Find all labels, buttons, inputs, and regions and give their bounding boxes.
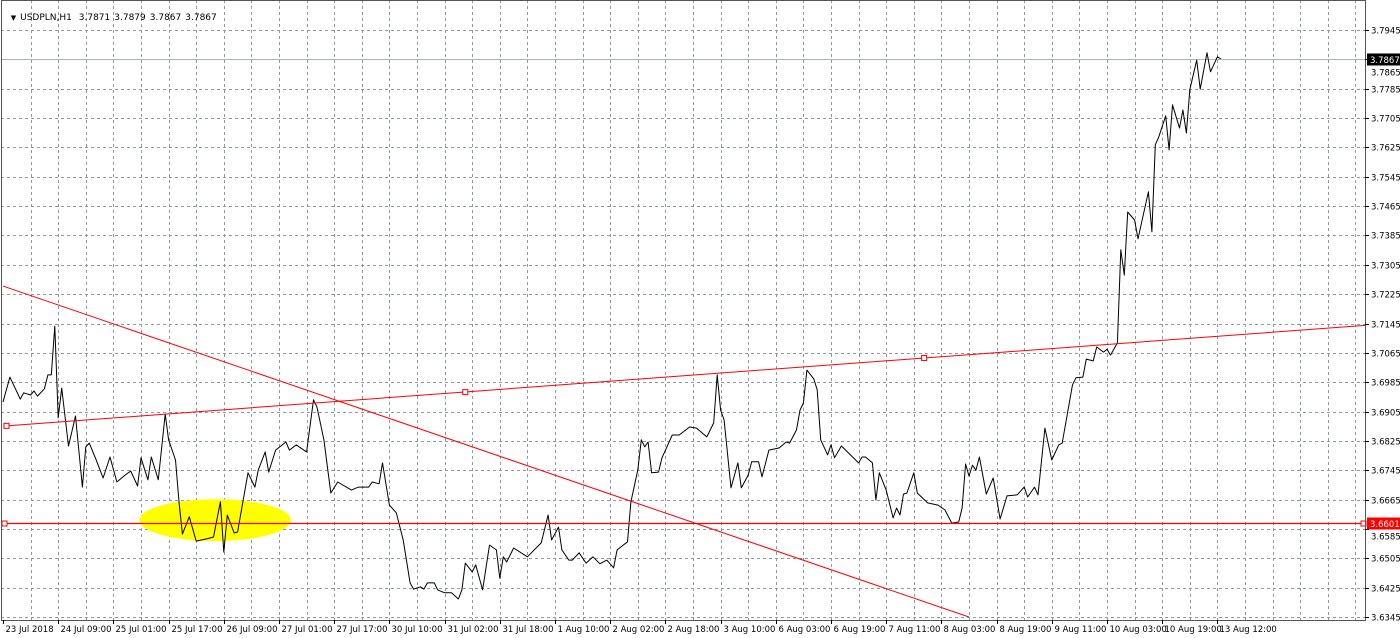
price-series — [2, 52, 1222, 600]
trendline-anchor-handle[interactable] — [462, 389, 469, 396]
x-tick-label: 31 Jul 18:00 — [503, 625, 554, 635]
y-tick-label: 3.7545 — [1371, 174, 1400, 184]
x-tick-label: 2 Aug 18:00 — [668, 625, 720, 635]
y-tick-label: 3.7785 — [1371, 86, 1400, 96]
close-value: 3.7867 — [185, 13, 217, 23]
x-tick-label: 30 Jul 10:00 — [392, 625, 443, 635]
x-tick-label: 9 Aug 11:00 — [1055, 625, 1107, 635]
grid — [1, 0, 1365, 620]
plot-border — [1, 0, 1366, 621]
y-tick-label: 3.6425 — [1371, 585, 1400, 595]
bid-price-tag — [1367, 53, 1400, 66]
triangle-down-icon[interactable]: ▼ — [10, 14, 17, 22]
y-tick-label: 3.6825 — [1371, 438, 1400, 448]
time-axis[interactable]: 23 Jul 2018 24 Jul 09:00 25 Jul 01:00 25 Ju… — [3, 620, 1277, 635]
y-tick-label: 3.6745 — [1371, 467, 1400, 477]
y-tick-label: 3.7705 — [1371, 115, 1400, 125]
x-tick-label: 6 Aug 03:00 — [779, 625, 831, 635]
y-tick-label: 3.7865 — [1371, 69, 1400, 79]
x-tick-label: 25 Jul 01:00 — [116, 625, 167, 635]
y-tick-label: 3.7225 — [1371, 291, 1400, 301]
x-tick-label: 2 Aug 02:00 — [613, 625, 665, 635]
trendline-group — [2, 285, 1365, 618]
x-tick-label: 10 Aug 03:00 — [1110, 625, 1167, 635]
price-axis[interactable]: 3.7945 3.7865 3.7785 3.7705 3.7625 3.7545 3.74… — [1365, 27, 1400, 624]
x-tick-label: 8 Aug 19:00 — [1000, 625, 1052, 635]
high-value: 3.7879 — [114, 13, 146, 23]
chart-frame — [1, 0, 1366, 621]
x-tick-label: 1 Aug 10:00 — [558, 625, 610, 635]
y-tick-label: 3.7145 — [1371, 321, 1400, 331]
y-tick-label: 3.6345 — [1371, 614, 1400, 624]
x-tick-label: 31 Jul 02:00 — [448, 625, 499, 635]
x-tick-label: 25 Jul 17:00 — [172, 625, 223, 635]
x-tick-label: 24 Jul 09:00 — [61, 625, 112, 635]
trendline-up[interactable] — [6, 324, 1365, 427]
x-tick-label: 8 Aug 03:00 — [944, 625, 996, 635]
y-tick-label: 3.6985 — [1371, 379, 1400, 389]
symbol-label: USDPLN,H1 — [20, 13, 72, 23]
chart-header: ▼ USDPLN,H1 3.7871 3.7879 3.7867 3.7867 — [5, 3, 221, 23]
x-tick-label: 10 Aug 19:00 — [1165, 625, 1222, 635]
trendlines[interactable] — [1, 285, 1367, 618]
low-value: 3.7867 — [149, 13, 182, 23]
open-value: 3.7871 — [78, 13, 111, 23]
y-tick-label: 3.6665 — [1371, 497, 1400, 507]
x-tick-label: 6 Aug 19:00 — [834, 625, 886, 635]
x-tick-label: 23 Jul 2018 — [6, 625, 54, 635]
x-tick-label: 13 Aug 12:00 — [1220, 625, 1277, 635]
y-tick-label: 3.7945 — [1371, 27, 1400, 37]
y-tick-label: 3.7465 — [1371, 203, 1400, 213]
horizontal-line-price-tag — [1367, 517, 1400, 530]
y-tick-label: 3.6505 — [1371, 555, 1400, 565]
x-tick-label: 26 Jul 09:00 — [227, 625, 278, 635]
price-line — [2, 52, 1222, 600]
drawing-objects — [1, 59, 1365, 542]
x-tick-label: 27 Jul 01:00 — [282, 625, 333, 635]
y-tick-label: 3.7305 — [1371, 262, 1400, 272]
x-tick-label: 7 Aug 11:00 — [889, 625, 941, 635]
x-tick-label: 27 Jul 17:00 — [337, 625, 388, 635]
y-tick-label: 3.7385 — [1371, 232, 1400, 242]
highlight-ellipse[interactable] — [139, 499, 292, 542]
trendline-anchor-handle[interactable] — [3, 422, 10, 429]
y-tick-label: 3.6585 — [1371, 533, 1400, 543]
horizontal-line-handle[interactable] — [1, 520, 8, 527]
x-tick-label: 3 Aug 10:00 — [724, 625, 776, 635]
trendline-down[interactable] — [2, 285, 970, 618]
y-tick-label: 3.7625 — [1371, 144, 1400, 154]
y-tick-label: 3.6905 — [1371, 409, 1400, 419]
trendline-anchor-handle[interactable] — [921, 354, 928, 361]
bid-price-label: 3.7867 — [1370, 56, 1400, 66]
y-tick-label: 3.7065 — [1371, 350, 1400, 360]
horizontal-line-price-label: 3.6601 — [1370, 520, 1400, 530]
